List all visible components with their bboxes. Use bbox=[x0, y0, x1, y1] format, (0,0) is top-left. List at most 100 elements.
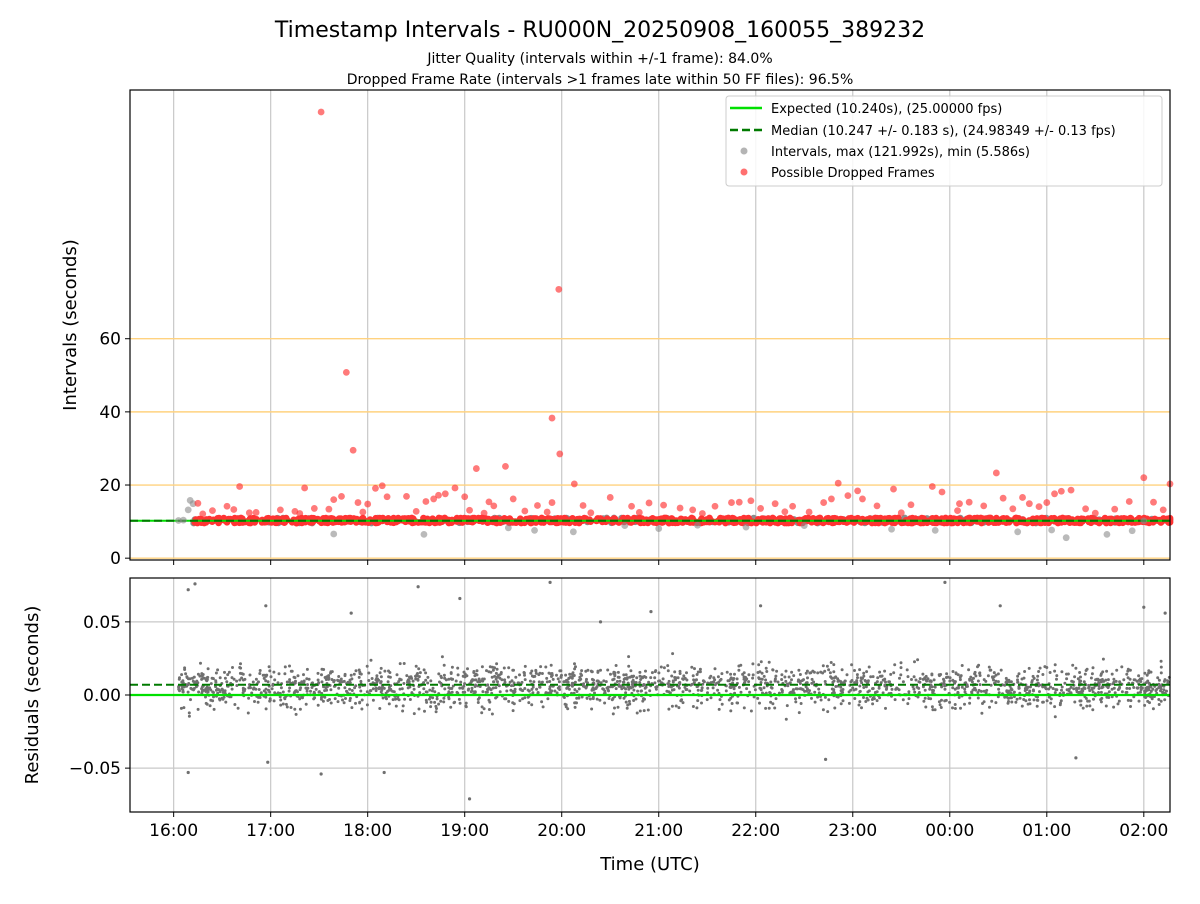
dropped-frame-point bbox=[472, 465, 480, 472]
x-axis-ticks: 16:00 17:00 18:00 19:00 20:00 21:00 22:00 23:00… bbox=[149, 560, 1168, 841]
dropped-frame-point bbox=[1035, 503, 1043, 510]
bottom-y-tick-label: −0.05 bbox=[69, 759, 121, 779]
residual-point bbox=[264, 604, 268, 608]
dropped-frame-point bbox=[1057, 487, 1065, 495]
residual-point bbox=[193, 582, 197, 586]
interval-point bbox=[504, 524, 512, 532]
dropped-frame-point bbox=[310, 505, 318, 512]
residual-point bbox=[649, 610, 653, 614]
dropped-frame-point bbox=[378, 482, 386, 490]
residual-point bbox=[1163, 611, 1167, 615]
x-tick-label: 02:00 bbox=[1119, 821, 1168, 841]
interval-point bbox=[175, 517, 182, 524]
dropped-frame-point bbox=[1051, 490, 1058, 498]
residual-point bbox=[823, 757, 828, 761]
dropped-frame-point bbox=[1125, 498, 1133, 505]
dropped-frame-point bbox=[1067, 486, 1075, 494]
residual-point bbox=[1074, 756, 1078, 760]
residual-point bbox=[943, 580, 947, 584]
dropped-frame-point bbox=[854, 487, 862, 495]
dropped-frame-point bbox=[430, 495, 438, 503]
x-axis-label: Time (UTC) bbox=[599, 854, 700, 875]
dropped-frame-point bbox=[509, 495, 517, 503]
residual-point bbox=[186, 588, 190, 592]
dropped-frame-point bbox=[965, 498, 973, 506]
dropped-frame-point bbox=[534, 502, 541, 509]
dropped-frame-point bbox=[728, 499, 735, 506]
interval-point bbox=[420, 530, 428, 538]
dropped-frame-point bbox=[556, 450, 564, 458]
dropped-frame-point bbox=[747, 497, 755, 505]
dropped-frame-point bbox=[194, 499, 202, 507]
dropped-frame-point bbox=[412, 507, 420, 515]
dropped-frame-point bbox=[276, 506, 284, 514]
dropped-frame-point bbox=[645, 499, 653, 507]
residual-point bbox=[998, 604, 1002, 608]
dropped-frame-point bbox=[579, 502, 587, 509]
x-tick-label: 18:00 bbox=[343, 821, 392, 841]
residual-point bbox=[758, 604, 763, 608]
dropped-frame-point bbox=[338, 492, 345, 500]
dropped-frame-point bbox=[330, 496, 338, 504]
dropped-frame-point bbox=[199, 510, 207, 518]
dropped-frame-point bbox=[1043, 499, 1051, 506]
dropped-frame-point bbox=[521, 507, 529, 515]
dropped-frame-point bbox=[252, 509, 260, 516]
residual-point bbox=[467, 797, 472, 801]
x-tick-label: 23:00 bbox=[828, 821, 877, 841]
interval-point bbox=[694, 521, 701, 529]
dropped-frame-point bbox=[980, 502, 988, 510]
dropped-frame-point bbox=[635, 509, 643, 516]
top-y-tick-label: 40 bbox=[99, 403, 121, 423]
dropped-frame-point bbox=[834, 479, 842, 487]
residual-point bbox=[319, 772, 323, 776]
chart-subtitle-jitter: Jitter Quality (intervals within +/-1 fr… bbox=[426, 51, 772, 67]
legend-expected-label: Expected (10.240s), (25.00000 fps) bbox=[771, 102, 1002, 117]
top-y-tick-label: 0 bbox=[110, 549, 121, 569]
dropped-frame-point bbox=[230, 506, 238, 513]
dropped-frame-point bbox=[1025, 500, 1033, 508]
dropped-frame-point bbox=[711, 502, 719, 510]
x-tick-label: 19:00 bbox=[440, 821, 489, 841]
dropped-frame-point bbox=[209, 507, 216, 515]
dropped-frame-point bbox=[301, 484, 309, 492]
dropped-frame-point bbox=[223, 502, 231, 510]
dropped-frame-point bbox=[441, 490, 449, 498]
interval-point bbox=[1128, 527, 1136, 535]
dropped-frame-point bbox=[502, 462, 509, 470]
dropped-frame-point bbox=[461, 493, 469, 501]
dropped-frame-point bbox=[1150, 498, 1157, 506]
legend-dropped-label: Possible Dropped Frames bbox=[771, 166, 935, 181]
dropped-frame-point bbox=[789, 502, 797, 510]
dropped-frame-point bbox=[587, 509, 595, 517]
top-panel-frame bbox=[129, 89, 1171, 561]
dropped-frame-point bbox=[606, 494, 614, 501]
dropped-frame-point bbox=[435, 491, 442, 499]
dropped-frame-point bbox=[907, 501, 915, 509]
legend-box bbox=[725, 95, 1163, 187]
interval-point bbox=[184, 506, 192, 514]
legend-median-label: Median (10.247 +/- 0.183 s), (24.98349 +… bbox=[771, 124, 1116, 139]
residual-point bbox=[458, 596, 462, 601]
dropped-frame-point bbox=[548, 499, 556, 506]
chart-title: Timestamp Intervals - RU000N_20250908_16… bbox=[274, 18, 925, 43]
dropped-frame-point bbox=[928, 483, 936, 490]
dropped-frame-point bbox=[992, 469, 1000, 477]
dropped-frame-point bbox=[757, 505, 764, 512]
dropped-frame-point bbox=[1111, 505, 1119, 513]
legend-dropped-marker bbox=[740, 168, 748, 176]
legend: Expected (10.240s), (25.00000 fps) Media… bbox=[725, 95, 1163, 187]
dropped-frame-point bbox=[999, 494, 1007, 502]
top-y-tick-label: 60 bbox=[99, 330, 121, 350]
residual-points-bulk bbox=[177, 652, 1171, 721]
dropped-frame-point bbox=[1009, 505, 1017, 513]
bottom-panel-plot bbox=[130, 580, 1171, 801]
bottom-y-tick-label: 0.05 bbox=[83, 613, 121, 633]
x-tick-label: 00:00 bbox=[925, 821, 974, 841]
x-tick-label: 17:00 bbox=[246, 821, 295, 841]
residual-point bbox=[186, 770, 190, 775]
x-tick-label: 01:00 bbox=[1022, 821, 1071, 841]
dropped-frame-point bbox=[771, 500, 779, 508]
dropped-frame-point bbox=[873, 502, 881, 510]
